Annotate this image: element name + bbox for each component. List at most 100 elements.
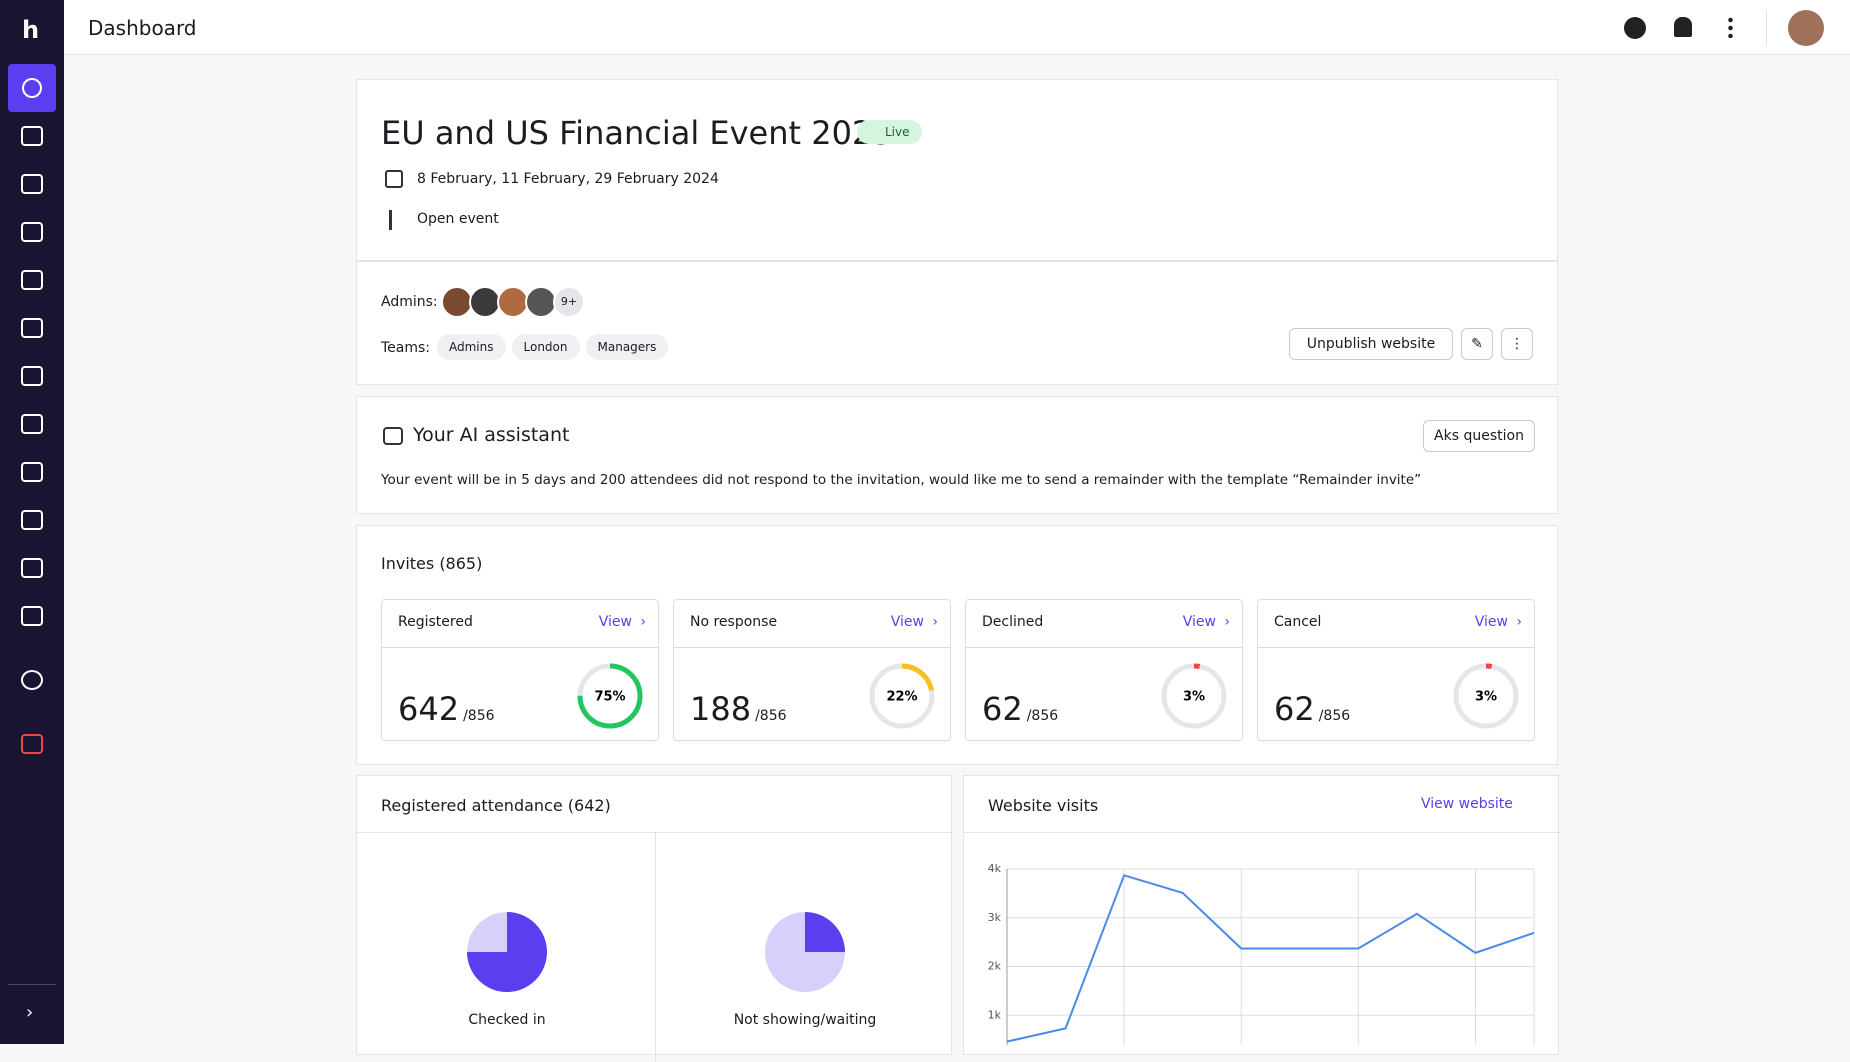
chevron: › bbox=[932, 614, 938, 630]
admin-avatar bbox=[469, 286, 501, 318]
edit-button[interactable]: ✎ bbox=[1461, 328, 1493, 360]
nav-icon[interactable] bbox=[21, 414, 43, 434]
nav-active[interactable] bbox=[8, 64, 56, 112]
admin-avatar bbox=[441, 286, 473, 318]
chevron: › bbox=[1224, 614, 1230, 630]
admins-card: Admins: 9+ Teams: Admins London Managers U… bbox=[356, 261, 1558, 385]
invite-total: /856 bbox=[1318, 708, 1351, 724]
ask-button[interactable]: Aks question bbox=[1423, 420, 1535, 452]
attendance-title: Registered attendance (642) bbox=[381, 796, 611, 815]
invite-count: 642/856 bbox=[398, 690, 495, 728]
invite-card: Registered View › 642/856 75% bbox=[381, 599, 659, 741]
dates: 8 February, 11 February, 29 February 202… bbox=[417, 171, 719, 187]
bell[interactable] bbox=[1674, 17, 1692, 37]
nav-icon[interactable] bbox=[21, 174, 43, 194]
invite-total: /856 bbox=[1026, 708, 1059, 724]
donut-label: 3% bbox=[1475, 690, 1497, 705]
logo: h bbox=[22, 16, 40, 44]
nav-icon[interactable] bbox=[21, 222, 43, 242]
donut-label: 22% bbox=[886, 690, 917, 705]
invite-label: Registered bbox=[398, 614, 473, 630]
donut: 75% bbox=[577, 663, 643, 729]
view-link[interactable]: View bbox=[598, 614, 632, 630]
calendar-icon bbox=[385, 170, 403, 188]
pie bbox=[765, 912, 845, 992]
nav-icon[interactable] bbox=[21, 318, 43, 338]
walk-icon bbox=[389, 210, 399, 230]
nav-icon[interactable] bbox=[21, 558, 43, 578]
divider bbox=[1766, 10, 1767, 46]
donut-label: 75% bbox=[594, 690, 625, 705]
more-button[interactable]: ⋮ bbox=[1501, 328, 1533, 360]
event-card: EU and US Financial Event 2025 Live 8 Fe… bbox=[356, 79, 1558, 261]
nav-icon[interactable] bbox=[21, 366, 43, 386]
pie-slice bbox=[805, 912, 845, 952]
donut-arc bbox=[1161, 663, 1227, 729]
type: Open event bbox=[417, 211, 499, 227]
divider bbox=[655, 832, 656, 1062]
invite-header: Declined View › bbox=[966, 600, 1242, 648]
help[interactable] bbox=[1624, 17, 1646, 39]
divider bbox=[8, 984, 56, 985]
attendance-card: Registered attendance (642) Checked in No… bbox=[356, 775, 953, 1062]
invite-count: 62/856 bbox=[982, 690, 1059, 728]
view-link[interactable]: View bbox=[1182, 614, 1216, 630]
avatar[interactable] bbox=[1788, 10, 1824, 46]
y-tick-label: 2k bbox=[988, 960, 1002, 973]
invite-header: Registered View › bbox=[382, 600, 658, 648]
invite-label: Declined bbox=[982, 614, 1044, 630]
bot-icon bbox=[383, 427, 403, 445]
ai-card: Your AI assistant Aks question Your even… bbox=[356, 396, 1558, 514]
nav-icon[interactable] bbox=[21, 510, 43, 530]
invite-total: /856 bbox=[463, 708, 495, 724]
donut-label: 3% bbox=[1183, 690, 1205, 705]
chevron: › bbox=[640, 614, 646, 630]
settings-icon[interactable] bbox=[21, 670, 43, 690]
menu[interactable] bbox=[1728, 16, 1733, 38]
view-link[interactable]: View bbox=[1474, 614, 1508, 630]
divider bbox=[964, 832, 1560, 833]
y-tick-label: 3k bbox=[988, 911, 1002, 924]
nav-icon[interactable] bbox=[21, 606, 43, 626]
invite-header: Cancel View › bbox=[1258, 600, 1534, 648]
nav-icon[interactable] bbox=[21, 270, 43, 290]
donut: 22% bbox=[869, 663, 935, 729]
pie-label: Checked in bbox=[468, 1012, 546, 1028]
invite-card: Cancel View › 62/856 3% bbox=[1257, 599, 1535, 741]
visits-line bbox=[1006, 874, 1535, 1043]
admin-more: 9+ bbox=[553, 286, 585, 318]
ai-title: Your AI assistant bbox=[413, 424, 570, 446]
invites-card: Invites (865) Registered View › 642/856 75% N… bbox=[356, 525, 1558, 765]
view-website[interactable]: View website bbox=[1421, 796, 1513, 812]
view-link[interactable]: View bbox=[890, 614, 924, 630]
y-tick-label: 1k bbox=[988, 1008, 1002, 1021]
unpublish-button[interactable]: Unpublish website bbox=[1289, 328, 1453, 360]
nav-icon[interactable] bbox=[21, 462, 43, 482]
donut-arc bbox=[577, 663, 643, 729]
pie-slice bbox=[467, 912, 547, 992]
expand[interactable]: › bbox=[26, 1002, 34, 1023]
nav-icon[interactable] bbox=[21, 126, 43, 146]
donut: 3% bbox=[1453, 663, 1519, 729]
event-title: EU and US Financial Event 2025 bbox=[381, 114, 893, 152]
y-tick-label: 4k bbox=[988, 862, 1002, 875]
teams-label: Teams: bbox=[381, 340, 431, 356]
invite-total: /856 bbox=[755, 708, 787, 724]
visits-title: Website visits bbox=[988, 796, 1099, 815]
page-title: Dashboard bbox=[88, 16, 197, 40]
invite-count: 62/856 bbox=[1274, 690, 1351, 728]
invite-card: No response View › 188/856 22% bbox=[673, 599, 951, 741]
admins-label: Admins: bbox=[381, 294, 438, 310]
chevron: › bbox=[1516, 614, 1522, 630]
admin-avatar bbox=[497, 286, 529, 318]
visits-card: Website visits View website 1k 2k 3k 4k bbox=[963, 775, 1560, 1055]
exit-icon[interactable] bbox=[21, 734, 43, 754]
topbar: Dashboard bbox=[64, 0, 1850, 55]
team-chip: London bbox=[511, 334, 580, 360]
line-chart: 1k 2k 3k 4k bbox=[988, 862, 1535, 1045]
team-chip: Managers bbox=[585, 334, 669, 360]
ai-message: Your event will be in 5 days and 200 att… bbox=[381, 472, 1422, 488]
donut-arc bbox=[1453, 663, 1519, 729]
teams: Admins London Managers bbox=[437, 334, 674, 360]
